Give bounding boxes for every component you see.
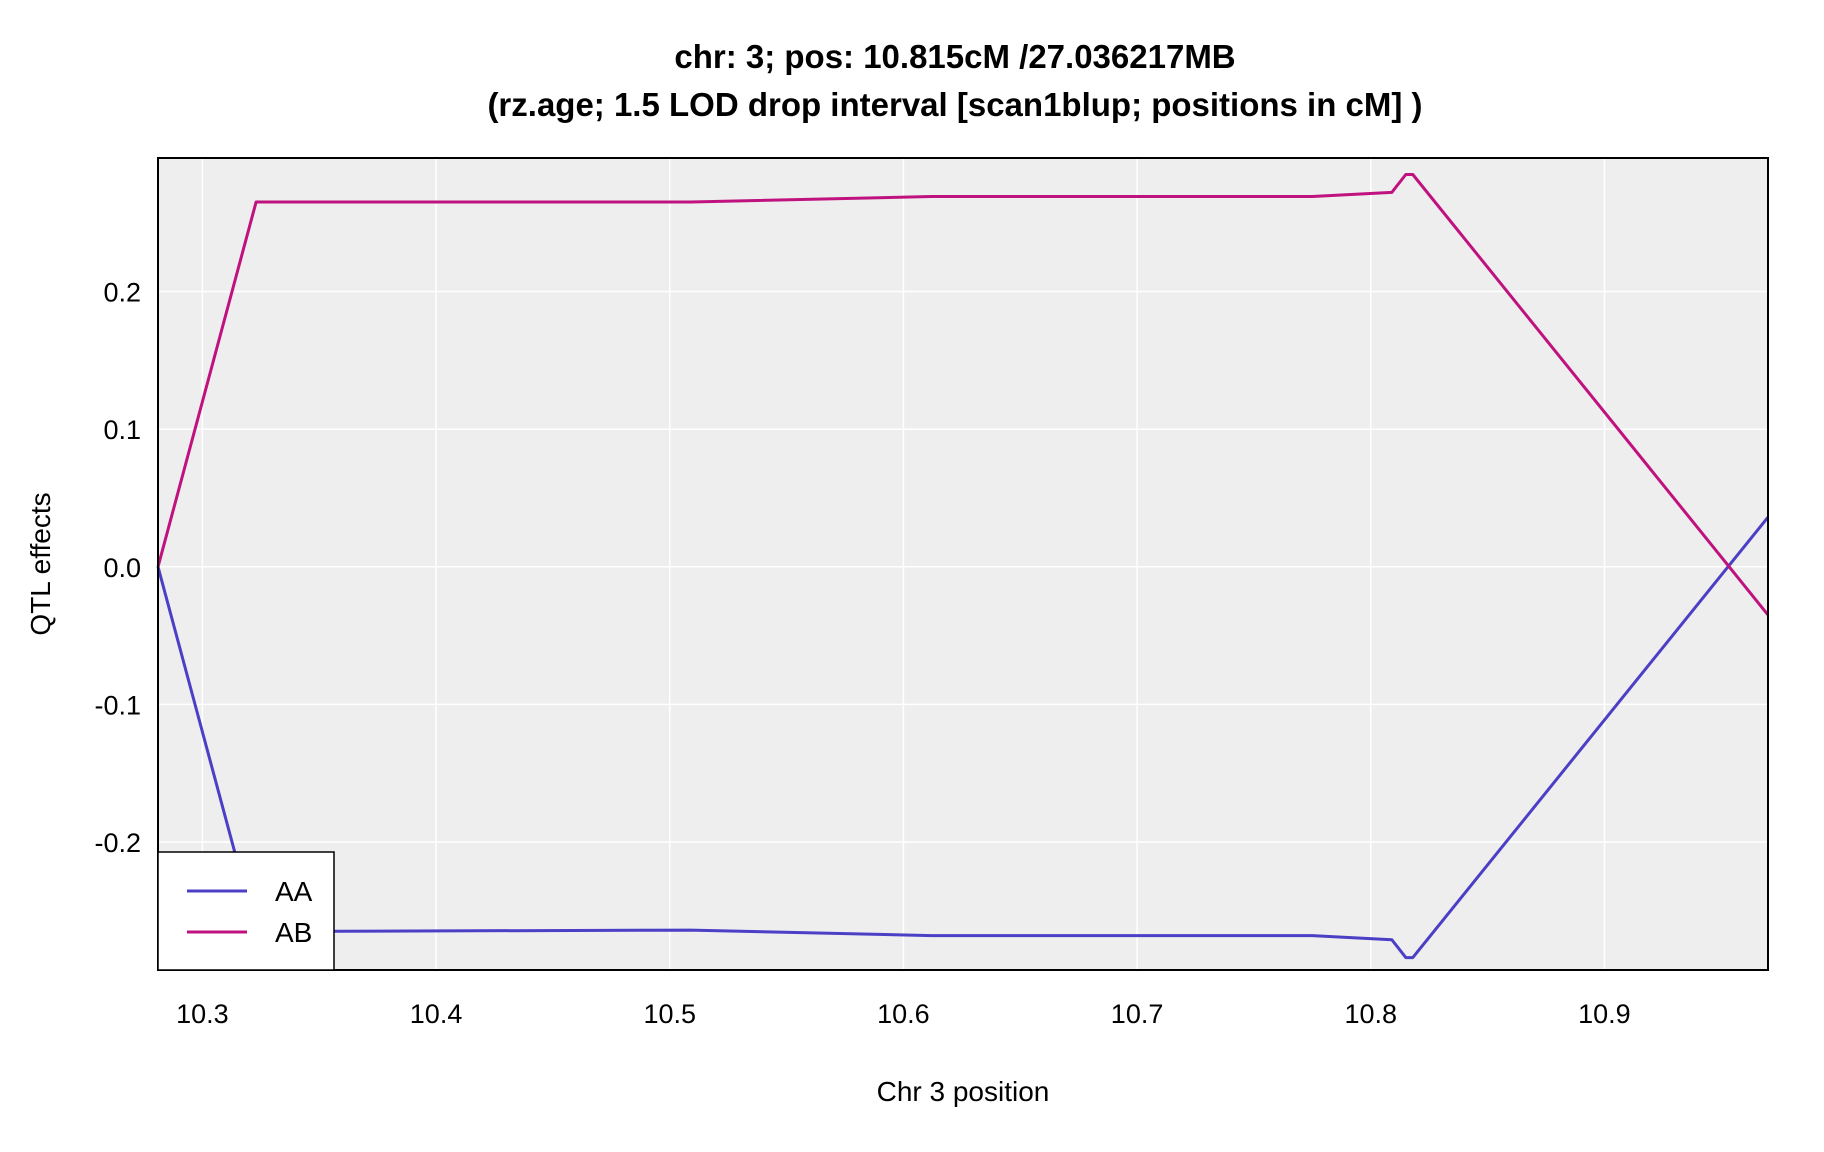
x-tick-label: 10.4 <box>410 999 463 1029</box>
legend-box <box>157 851 335 971</box>
x-tick-label: 10.5 <box>643 999 696 1029</box>
legend-label-aa: AA <box>275 876 313 907</box>
series-line-ab <box>156 173 1770 616</box>
plot-area-border <box>157 157 1769 971</box>
y-axis-ticks: -0.2 -0.1 0.0 0.1 0.2 <box>94 277 141 858</box>
y-tick-label: 0.2 <box>103 277 141 307</box>
x-tick-label: 10.9 <box>1578 999 1631 1029</box>
legend-label-ab: AB <box>275 917 312 948</box>
legend: AA AB <box>157 851 335 971</box>
chart-title-line-1: chr: 3; pos: 10.815cM /27.036217MB <box>674 38 1235 75</box>
y-tick-label: 0.0 <box>103 553 141 583</box>
x-axis-label: Chr 3 position <box>877 1076 1050 1107</box>
y-tick-label: -0.2 <box>94 828 141 858</box>
y-tick-label: 0.1 <box>103 415 141 445</box>
x-tick-label: 10.8 <box>1344 999 1397 1029</box>
y-axis-label: QTL effects <box>25 492 56 635</box>
x-tick-label: 10.7 <box>1111 999 1164 1029</box>
x-tick-label: 10.6 <box>877 999 930 1029</box>
series-line-aa <box>156 516 1770 960</box>
y-tick-label: -0.1 <box>94 690 141 720</box>
plot-area-background <box>158 158 1768 970</box>
x-axis-ticks: 10.3 10.4 10.5 10.6 10.7 10.8 10.9 <box>176 999 1631 1029</box>
chart-title-line-2: (rz.age; 1.5 LOD drop interval [scan1blu… <box>487 86 1422 123</box>
gridlines <box>158 158 1768 970</box>
x-tick-label: 10.3 <box>176 999 229 1029</box>
series-lines <box>156 173 1770 960</box>
